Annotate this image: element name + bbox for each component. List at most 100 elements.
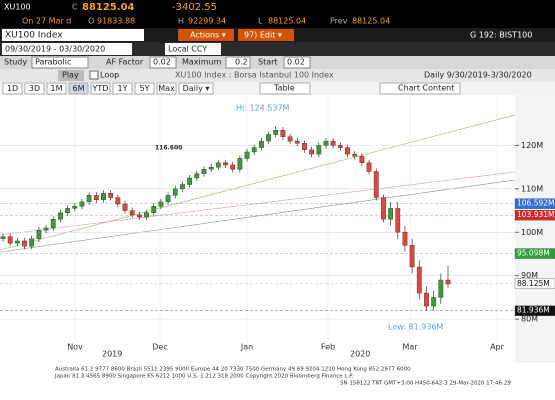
range-button-label: 3D [29,84,40,93]
candle-body [251,147,257,153]
play-button[interactable] [58,70,84,81]
range-button[interactable] [112,82,133,95]
security-field[interactable] [2,29,144,41]
content-button[interactable] [379,82,461,95]
x-tick-label: Dec [152,343,167,352]
x-tick-label: Mar [402,343,418,352]
range-button-label: 1D [7,84,18,93]
range-button[interactable] [134,82,155,95]
candle-body [165,195,171,203]
range-button-label: 1Y [118,84,128,93]
hi-label: Hi: 124.537M [236,104,290,113]
date: On 27 Mar d [22,17,71,26]
y-tick-label: 120M [521,141,543,150]
candle-body [151,206,157,213]
last: 88125.04 [82,2,135,13]
trend-line [0,114,516,251]
candle-body [194,173,200,179]
candle-body [258,140,264,148]
currency-field[interactable] [165,43,221,55]
range-button[interactable] [178,82,214,95]
actions-button[interactable] [178,29,234,41]
range-button[interactable] [90,82,111,95]
range-button[interactable] [24,82,45,95]
study-label: Study [4,58,27,67]
candle-body [58,212,63,220]
table-button[interactable] [259,82,311,95]
candle-body [345,147,350,155]
play-row [0,69,555,82]
range-button[interactable] [68,82,89,95]
group: G 192: BIST100 [470,31,532,40]
candle-body [86,195,92,203]
candle-body [215,162,221,168]
range-button-label: 6M [73,84,85,93]
af-label: AF Factor [106,58,144,67]
candle-body [129,210,135,216]
ticker: XU100 [4,3,31,12]
candle-body [330,140,336,146]
candle-body [381,197,386,220]
candle-body [230,164,236,170]
range: 09/30/2019 - 03/30/2020 [5,45,105,54]
range-button-label: 5Y [140,84,150,93]
range-field[interactable] [2,43,132,55]
af-field[interactable] [149,56,177,69]
range-button[interactable] [2,82,23,95]
candle-body [43,227,49,231]
content: Chart Content [398,84,454,93]
edit-button[interactable] [238,29,294,41]
candle-body [115,197,121,205]
candle-body [388,208,393,220]
open: 91833.88 [97,17,135,26]
max-field[interactable] [225,56,251,69]
price-tag [514,210,555,221]
candle-body [323,140,329,146]
candle-body [14,240,20,244]
candle-body [366,162,372,172]
price-tag-label: 81.936M [517,306,550,315]
candle-body [29,238,35,247]
candle-body [50,219,56,229]
candle-body [65,208,70,213]
footer-line: SN 158122 TRT GMT+3:00 H450-642-3 29-Mar… [340,381,511,387]
study-field[interactable] [31,56,89,69]
range-button[interactable] [156,82,177,95]
candle-body [223,162,228,166]
start-field[interactable] [283,56,311,69]
candle-body [424,292,429,307]
range-button[interactable] [46,82,67,95]
candle-body [409,245,415,268]
price-tag [514,305,555,316]
candle-body [93,195,99,200]
y-axis-panel [515,95,555,363]
candle-body [287,136,293,142]
max-label: Maximum [182,58,222,67]
candle-body [187,177,193,185]
plot: 80M 90M 100M 110M 120M Nov Dec Jan Feb Mar Apr 106.… [0,96,555,352]
loop-checkbox[interactable] [89,70,99,80]
y-tick-label: 90M [521,271,538,280]
h-label: H [178,17,184,26]
x-tick-label: Apr [490,343,505,352]
actions: Actions ▾ [190,31,226,40]
o-label: O [88,17,94,26]
prev: 88125.04 [352,17,390,26]
candle-body [316,145,322,155]
low: 88125.04 [268,17,306,26]
chart-name: XU100 Index : Borsa Istanbul 100 Index [175,71,334,80]
y-tick-label: 80M [521,315,538,324]
candle-body [208,166,214,170]
candle-body [7,236,13,244]
candle-body [445,279,451,285]
start: 0.02 [287,58,305,67]
x-tick-label: Feb [321,343,335,352]
c-label: C [72,3,78,12]
change: -3402.55 [172,2,217,13]
price-tag [514,198,555,209]
max: 0.2 [235,58,248,67]
candle-body [373,171,379,198]
prev-label: Prev [330,17,348,26]
play: Play [62,71,79,80]
